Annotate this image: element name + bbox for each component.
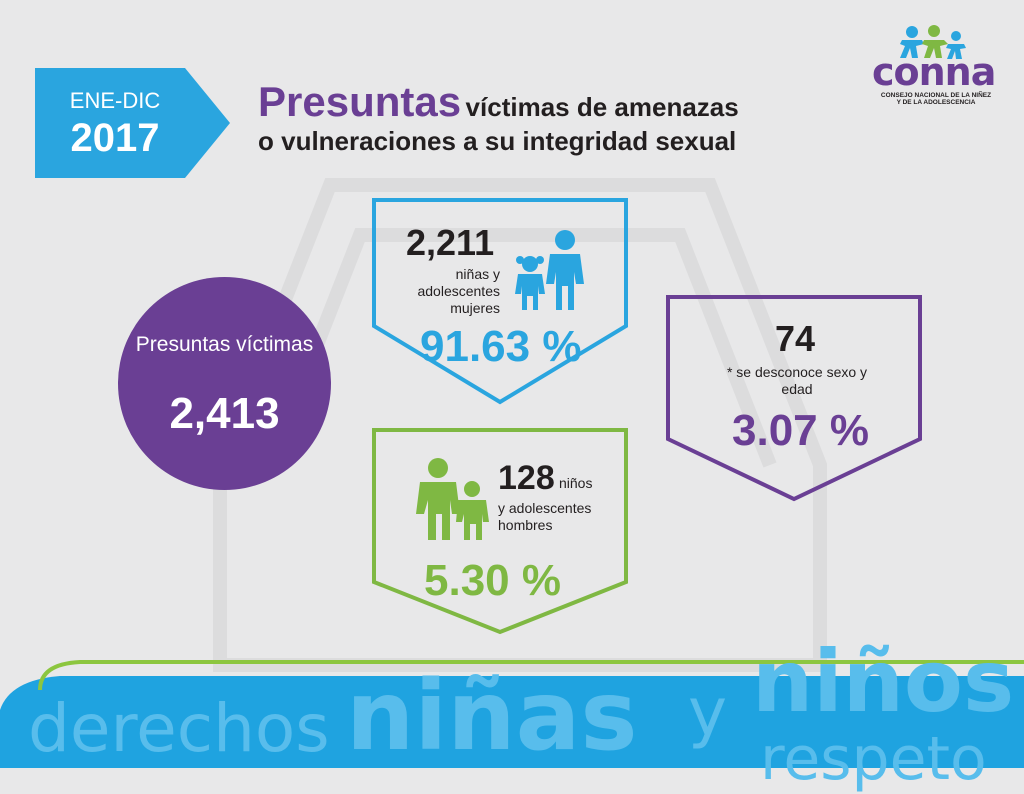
girls-description: niñas y adolescentes mujeres bbox=[417, 266, 500, 316]
unknown-count: 74 bbox=[775, 318, 816, 359]
boys-count: 128 bbox=[498, 459, 555, 497]
logo-wordmark: conna bbox=[872, 50, 996, 94]
girls-card-frame bbox=[372, 198, 628, 405]
footer-word-ninos: niños bbox=[752, 632, 1015, 732]
conna-logo: conna CONSEJO NACIONAL DE LA NIÑEZ Y DE … bbox=[872, 22, 996, 112]
logo-subtitle: CONSEJO NACIONAL DE LA NIÑEZ Y DE LA ADO… bbox=[880, 92, 992, 106]
boys-card-frame bbox=[372, 428, 628, 635]
period-year: 2017 bbox=[70, 116, 160, 160]
total-label: Presuntas víctimas bbox=[135, 333, 314, 356]
period-badge: ENE-DIC 2017 bbox=[35, 68, 235, 178]
footer-band bbox=[0, 660, 1024, 768]
footer-word-respeto: respeto bbox=[760, 724, 987, 794]
title-line2: o vulneraciones a su integridad sexual bbox=[258, 126, 737, 156]
page-title: Presuntas víctimas de amenazas o vulnera… bbox=[258, 78, 858, 157]
unknown-card-frame bbox=[666, 295, 922, 502]
period-label: ENE-DIC bbox=[69, 88, 161, 113]
boys-description-rest: y adolescentes hombres bbox=[498, 500, 592, 533]
boys-icon bbox=[416, 458, 489, 540]
title-rest: víctimas de amenazas bbox=[465, 92, 739, 122]
girls-percent: 91.63 % bbox=[420, 322, 582, 371]
unknown-description: * se desconoce sexo y edad bbox=[726, 364, 868, 397]
footer-word-ninas: niñas bbox=[346, 660, 638, 772]
footer-word-derechos: derechos bbox=[28, 690, 330, 767]
boys-percent: 5.30 % bbox=[424, 556, 561, 605]
total-victims-circle: Presuntas víctimas 2,413 bbox=[118, 277, 331, 490]
total-value: 2,413 bbox=[169, 389, 280, 438]
boys-description-first: niños bbox=[559, 475, 593, 491]
children-logo-icon bbox=[900, 25, 966, 59]
girls-count: 2,211 bbox=[406, 222, 495, 263]
title-highlight: Presuntas bbox=[258, 78, 462, 125]
unknown-percent: 3.07 % bbox=[732, 406, 869, 455]
girls-icon bbox=[515, 230, 584, 310]
footer-word-y: y bbox=[688, 674, 728, 751]
